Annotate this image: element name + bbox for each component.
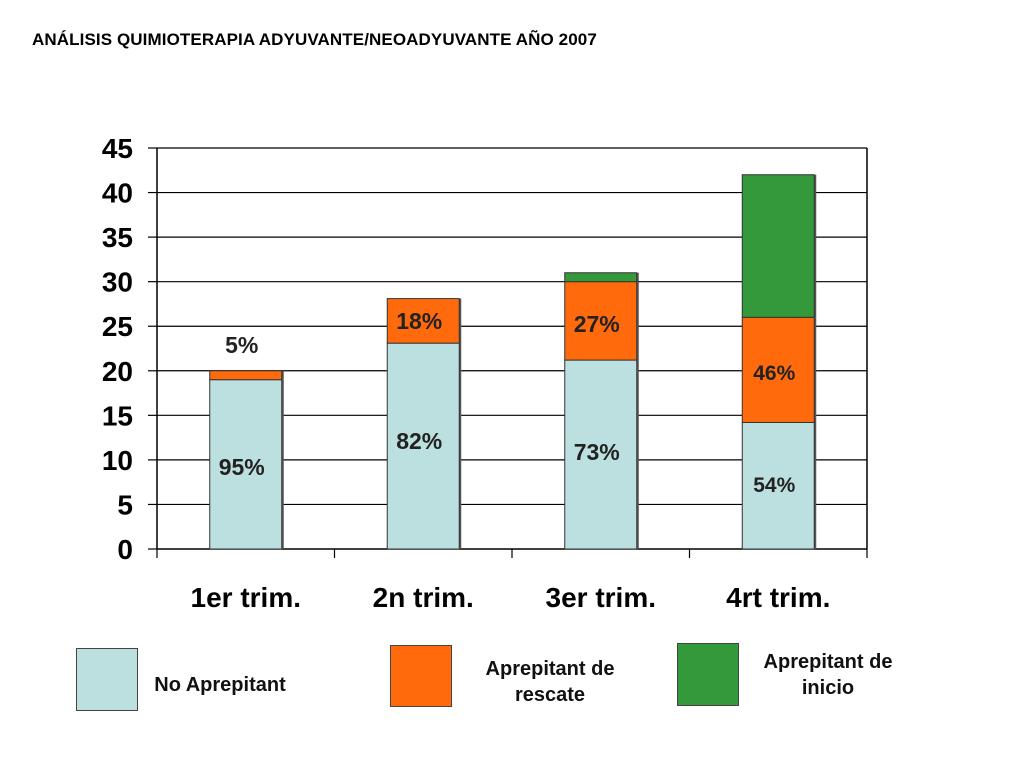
x-tick-label: 4rt trim. — [726, 582, 830, 613]
page-title: ANÁLISIS QUIMIOTERAPIA ADYUVANTE/NEOADYU… — [32, 30, 597, 49]
y-tick-label: 35 — [102, 222, 133, 253]
stacked-bar-chart: 0 5 10 15 20 25 30 35 40 45 1er trim. 2n trim. 3er t… — [102, 133, 868, 613]
y-tick-label: 0 — [117, 534, 133, 565]
bar-segment — [741, 174, 815, 318]
legend-swatch-no-aprepitant — [76, 648, 138, 711]
data-label: 18% — [396, 308, 442, 334]
bar-segment — [386, 342, 460, 550]
legend-label-aprepitant-rescate: Aprepitant de rescate — [485, 658, 615, 706]
legend-swatch-aprepitant-rescate — [390, 645, 452, 707]
bar-segment — [209, 370, 283, 381]
y-tick-label: 15 — [102, 400, 133, 431]
x-tick-label: 2n trim. — [373, 582, 474, 613]
y-tick-label: 40 — [102, 178, 133, 209]
bar-segment — [209, 379, 283, 550]
bar-segment — [564, 359, 638, 550]
y-tick-label: 20 — [102, 356, 133, 387]
legend-label-aprepitant-inicio: Aprepitant de inicio — [763, 651, 893, 699]
bar-segment — [564, 281, 638, 361]
y-tick-label: 45 — [102, 133, 133, 164]
data-label: 46% — [753, 362, 795, 385]
data-label: 73% — [574, 439, 620, 465]
data-label: 5% — [225, 332, 258, 358]
bar-segment — [741, 316, 815, 423]
y-tick-label: 30 — [102, 267, 133, 298]
data-label: 82% — [396, 428, 442, 454]
x-tick-label: 3er trim. — [546, 582, 657, 613]
bar-segment — [564, 272, 638, 283]
y-tick-label: 10 — [102, 445, 133, 476]
legend-swatch-aprepitant-inicio — [677, 643, 739, 706]
y-tick-label: 5 — [117, 489, 133, 520]
x-tick-label: 1er trim. — [191, 582, 302, 613]
data-label: 54% — [753, 474, 795, 497]
legend-label-no-aprepitant: No Aprepitant — [154, 674, 286, 696]
bar-segment — [386, 298, 460, 344]
bar-segment — [741, 421, 815, 550]
data-label: 27% — [574, 311, 620, 337]
data-label: 95% — [219, 454, 265, 480]
y-tick-label: 25 — [102, 311, 133, 342]
